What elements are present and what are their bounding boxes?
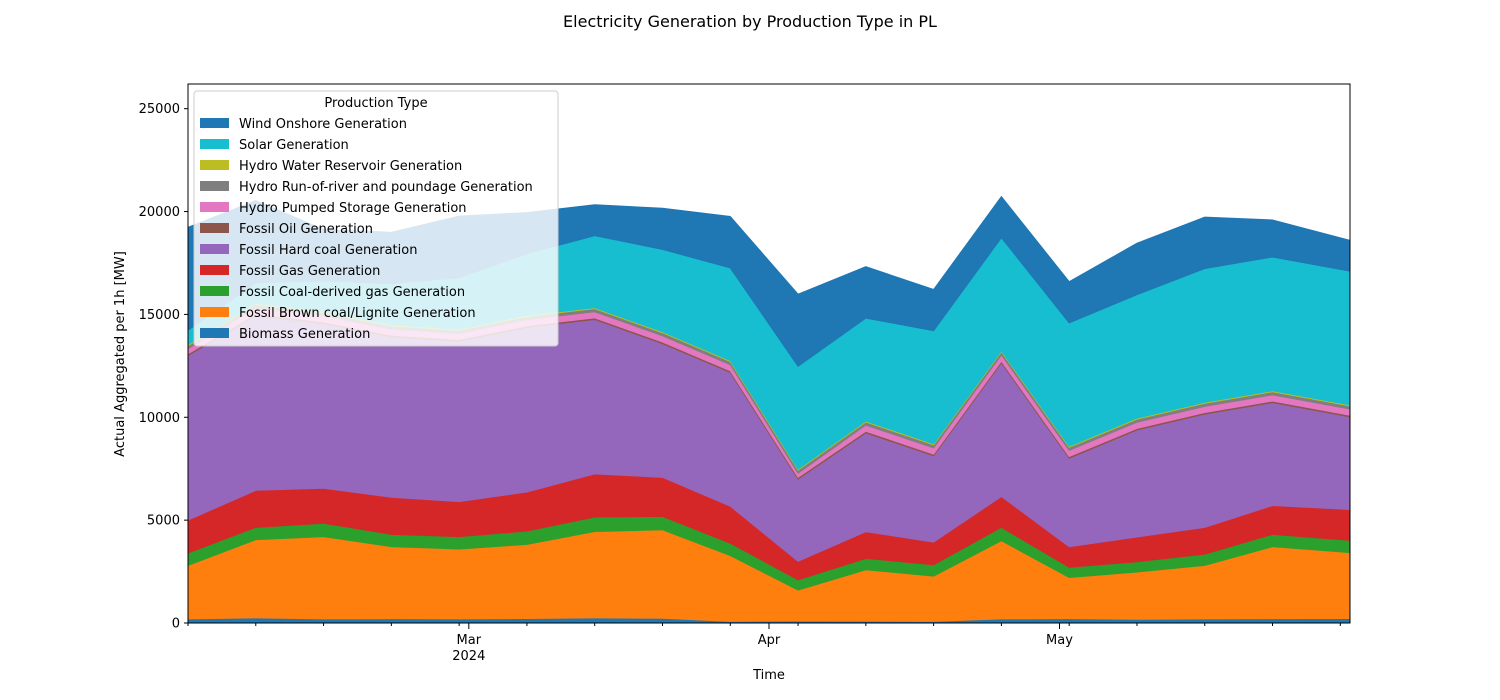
legend-label-6: Fossil Hard coal Generation [239, 243, 417, 258]
x-axis-label: Time [752, 668, 785, 683]
legend-swatch-10 [200, 328, 229, 338]
x-tick-label-1: Apr [758, 633, 781, 648]
legend-label-5: Fossil Oil Generation [239, 222, 373, 237]
legend-label-0: Wind Onshore Generation [239, 117, 407, 132]
legend-title: Production Type [324, 96, 427, 111]
legend-label-8: Fossil Coal-derived gas Generation [239, 285, 465, 300]
legend-swatch-8 [200, 286, 229, 296]
legend-label-4: Hydro Pumped Storage Generation [239, 201, 467, 216]
legend-swatch-2 [200, 160, 229, 170]
legend-label-2: Hydro Water Reservoir Generation [239, 159, 462, 174]
chart-title: Electricity Generation by Production Typ… [563, 12, 937, 31]
x-tick-label-2: May [1046, 633, 1073, 648]
legend-swatch-6 [200, 244, 229, 254]
legend-label-7: Fossil Gas Generation [239, 264, 380, 279]
y-tick-label-5: 25000 [139, 102, 180, 117]
y-axis: 0 5000 10000 15000 20000 25000 [139, 102, 188, 632]
legend-box [193, 90, 559, 347]
y-tick-label-2: 10000 [139, 411, 180, 426]
y-tick-label-0: 0 [172, 617, 180, 632]
legend-swatch-5 [200, 223, 229, 233]
legend: Production Type Wind Onshore Generation S… [193, 90, 559, 347]
legend-label-3: Hydro Run-of-river and poundage Generati… [239, 180, 533, 195]
y-axis-label: Actual Aggregated per 1h [MW] [113, 251, 128, 457]
legend-swatch-7 [200, 265, 229, 275]
legend-label-9: Fossil Brown coal/Lignite Generation [239, 306, 476, 321]
x-tick-sublabel-0: 2024 [452, 649, 485, 664]
legend-swatch-0 [200, 118, 229, 128]
y-tick-label-3: 15000 [139, 308, 180, 323]
legend-swatch-9 [200, 307, 229, 317]
x-tick-label-0: Mar [457, 633, 482, 648]
legend-swatch-1 [200, 139, 229, 149]
legend-items: Wind Onshore Generation Solar Generation H… [200, 117, 533, 342]
legend-label-1: Solar Generation [239, 138, 349, 153]
legend-swatch-4 [200, 202, 229, 212]
legend-label-10: Biomass Generation [239, 327, 370, 342]
y-tick-label-4: 20000 [139, 205, 180, 220]
y-tick-label-1: 5000 [147, 514, 180, 529]
legend-swatch-3 [200, 181, 229, 191]
